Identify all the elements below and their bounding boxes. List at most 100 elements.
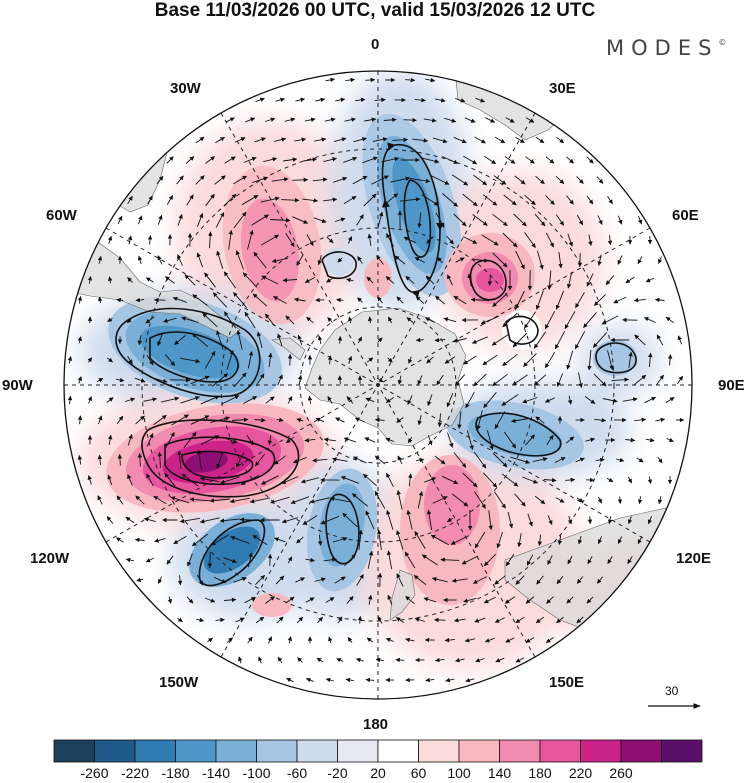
wind-arrow — [414, 617, 426, 622]
contour-sw-outer — [141, 419, 300, 498]
wind-arrow — [204, 350, 216, 369]
wind-arrow — [292, 216, 309, 224]
wind-arrow — [230, 535, 250, 544]
wind-arrow — [215, 617, 225, 623]
wind-arrow — [125, 397, 136, 402]
wind-arrow — [165, 432, 175, 448]
wind-arrow — [546, 596, 554, 604]
wind-arrow — [358, 529, 363, 550]
wind-arrow — [77, 296, 83, 304]
wind-arrow — [613, 296, 627, 304]
wind-arrow — [412, 138, 429, 143]
wind-arrow — [525, 596, 535, 604]
wind-arrow — [205, 193, 215, 207]
wind-arrow — [180, 357, 201, 364]
wind-arrow — [135, 495, 145, 505]
wind-arrow — [602, 398, 618, 403]
wind-arrow — [535, 136, 545, 144]
wind-arrow — [386, 550, 393, 570]
wind-arrow — [196, 617, 205, 623]
wind-arrow — [154, 537, 166, 543]
wind-arrow — [107, 474, 113, 486]
wind-arrow — [465, 391, 475, 409]
wind-arrow — [286, 677, 294, 683]
colorbar-swatch — [53, 739, 95, 763]
lon-label-90w: 90W — [2, 377, 33, 394]
wind-arrow — [224, 156, 236, 164]
wind-vectors — [67, 77, 685, 683]
wind-arrow — [377, 296, 383, 304]
wind-arrow — [576, 576, 584, 584]
wind-arrow — [491, 334, 509, 346]
wind-arrow — [189, 497, 211, 502]
wind-arrow — [292, 456, 307, 464]
wind-arrow — [215, 136, 225, 144]
wind-arrow — [593, 373, 607, 387]
wind-arrow — [607, 235, 613, 246]
wind-arrow — [617, 215, 623, 225]
wind-arrow — [116, 415, 124, 425]
colorbar-swatch — [418, 739, 460, 763]
wind-arrow — [512, 374, 528, 386]
wind-arrow — [408, 473, 413, 487]
wind-arrow — [227, 637, 234, 643]
wind-arrow — [654, 297, 665, 303]
wind-arrow — [136, 577, 144, 583]
wind-arrow — [181, 316, 199, 323]
wind-arrow — [617, 255, 623, 265]
wind-arrow — [205, 156, 215, 164]
wind-arrow — [627, 516, 633, 525]
wind-arrow — [657, 496, 663, 505]
wind-arrow — [462, 236, 478, 244]
wind-arrow — [567, 515, 573, 525]
wind-arrow — [267, 636, 273, 644]
wind-arrow — [415, 337, 424, 343]
wind-arrow — [446, 517, 453, 522]
wind-arrow — [107, 434, 113, 445]
wind-arrow — [606, 477, 614, 483]
wind-arrow — [634, 334, 646, 346]
wind-arrow — [502, 232, 518, 248]
wind-arrow — [647, 476, 653, 485]
wind-arrow — [404, 551, 416, 569]
wind-arrow — [125, 557, 134, 563]
wind-arrow — [601, 315, 619, 325]
wind-arrow — [271, 257, 288, 264]
core-s-level2 — [319, 483, 365, 567]
wind-arrow — [677, 375, 683, 385]
wind-arrow — [374, 97, 386, 103]
wind-arrow — [432, 137, 448, 144]
wind-arrow — [127, 195, 133, 205]
wind-arrow — [556, 136, 565, 144]
core-se-level2 — [424, 465, 480, 545]
reference-vector-value: 30 — [665, 684, 679, 698]
wind-arrow — [87, 396, 92, 404]
wind-arrow — [347, 636, 353, 643]
lon-label-0: 0 — [371, 36, 380, 53]
wind-arrow — [385, 276, 395, 284]
wind-arrow — [325, 597, 335, 603]
wind-arrow — [225, 117, 235, 123]
wind-arrow — [233, 372, 247, 388]
wind-arrow — [336, 658, 344, 663]
wind-arrow — [261, 234, 279, 246]
wind-arrow — [327, 317, 333, 323]
wind-arrow — [127, 277, 133, 283]
wind-arrow — [524, 232, 536, 248]
wind-arrow — [645, 277, 655, 283]
wind-arrow — [292, 177, 309, 183]
wind-arrow — [134, 377, 146, 383]
wind-arrow — [440, 557, 460, 563]
wind-arrow — [494, 491, 506, 509]
wind-arrow — [172, 296, 187, 303]
colorbar-tick-label: -140 — [201, 765, 231, 781]
wind-arrow — [385, 397, 394, 403]
wind-arrow — [214, 175, 226, 185]
wind-arrow — [191, 533, 208, 547]
wind-arrow — [597, 254, 602, 266]
wind-arrow — [514, 175, 526, 185]
wind-arrow — [117, 215, 123, 225]
wind-arrow — [107, 235, 113, 244]
wind-arrow — [215, 211, 225, 228]
wind-arrow — [367, 233, 372, 246]
